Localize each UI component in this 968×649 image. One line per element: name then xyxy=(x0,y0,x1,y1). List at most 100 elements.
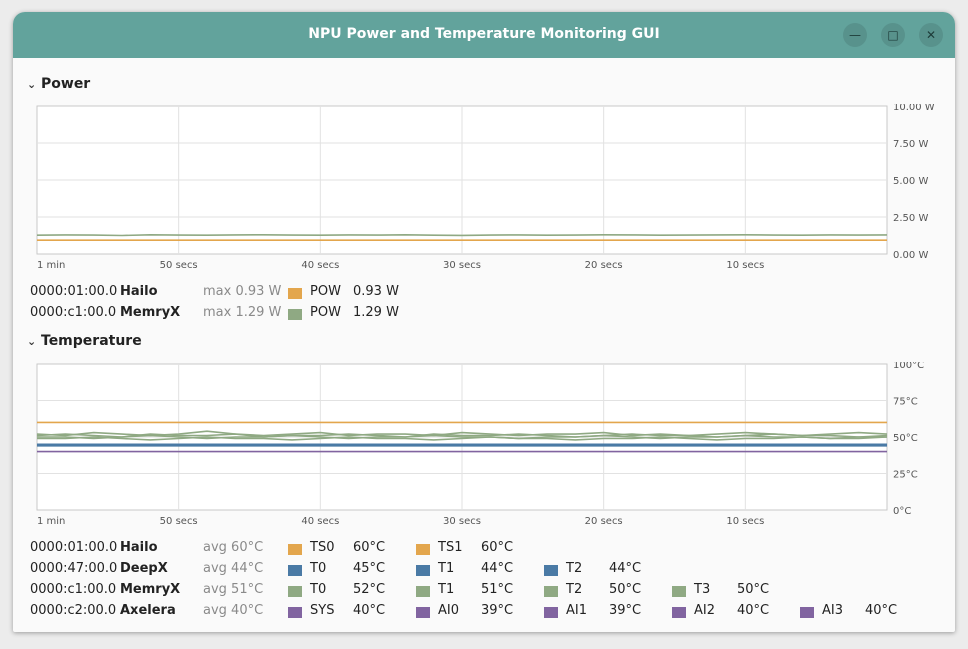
maximize-button[interactable]: □ xyxy=(881,23,905,47)
device-row: 0000:c2:00.0 Axelera avg 40°C SYS 40°C AI0 39°… xyxy=(30,603,930,623)
device-id: 0000:47:00.0 xyxy=(30,561,118,576)
temperature-y-tick-label: 25°C xyxy=(893,470,918,481)
power-x-tick-label: 40 secs xyxy=(301,260,339,271)
sensor-label: T1 xyxy=(438,582,455,597)
device-summary: avg 51°C xyxy=(203,582,264,597)
device-row: 0000:c1:00.0 MemryX avg 51°C T0 52°C T1 51°C T2… xyxy=(30,582,930,602)
sensor-label: TS1 xyxy=(438,540,463,555)
power-series-line xyxy=(36,233,888,237)
sensor-value: 0.93 W xyxy=(353,284,399,299)
sensor-color-swatch xyxy=(416,607,430,618)
temperature-y-tick-label: 50°C xyxy=(893,433,918,444)
sensor-value: 51°C xyxy=(481,582,514,597)
sensor-label: T0 xyxy=(310,582,327,597)
temperature-x-tick-label: 10 secs xyxy=(726,516,764,527)
sensor-value: 52°C xyxy=(353,582,386,597)
chevron-down-icon: ⌄ xyxy=(27,335,37,348)
device-summary: max 1.29 W xyxy=(203,305,282,320)
sensor-label: T1 xyxy=(438,561,455,576)
device-name: MemryX xyxy=(120,582,181,597)
power-y-tick-label: 5.00 W xyxy=(893,176,928,187)
window-title: NPU Power and Temperature Monitoring GUI xyxy=(308,26,660,42)
sensor-value: 40°C xyxy=(353,603,386,618)
device-name: Hailo xyxy=(120,540,158,555)
sensor-color-swatch xyxy=(544,586,558,597)
device-summary: avg 44°C xyxy=(203,561,264,576)
power-x-tick-label: 1 min xyxy=(37,260,65,271)
sensor-color-swatch xyxy=(416,586,430,597)
temperature-x-tick-label: 40 secs xyxy=(301,516,339,527)
temperature-x-tick-label: 20 secs xyxy=(585,516,623,527)
power-y-tick-label: 0.00 W xyxy=(893,250,928,261)
sensor-label: AI1 xyxy=(566,603,587,618)
power-x-tick-label: 50 secs xyxy=(160,260,198,271)
sensor-value: 44°C xyxy=(481,561,514,576)
temperature-series-line xyxy=(37,436,888,441)
device-row: 0000:c1:00.0 MemryX max 1.29 W POW 1.29 W xyxy=(30,305,930,325)
sensor-color-swatch xyxy=(288,544,302,555)
sensor-label: AI2 xyxy=(694,603,715,618)
temperature-chart: 1 min 50 secs 40 secs 30 secs 20 secs 10 secs… xyxy=(36,362,924,527)
device-name: Axelera xyxy=(120,603,176,618)
power-y-tick-label: 2.50 W xyxy=(893,213,928,224)
temperature-y-tick-label: 100°C xyxy=(893,362,924,371)
sensor-value: 60°C xyxy=(353,540,386,555)
power-x-tick-label: 20 secs xyxy=(585,260,623,271)
sensor-label: T3 xyxy=(694,582,711,597)
sensor-value: 39°C xyxy=(609,603,642,618)
sensor-color-swatch xyxy=(416,565,430,576)
sensor-label: T2 xyxy=(566,582,583,597)
sensor-value: 50°C xyxy=(609,582,642,597)
sensor-color-swatch xyxy=(544,565,558,576)
sensor-label: T0 xyxy=(310,561,327,576)
minimize-icon: — xyxy=(849,28,861,42)
sensor-color-swatch xyxy=(288,565,302,576)
sensor-value: 1.29 W xyxy=(353,305,399,320)
sensor-color-swatch xyxy=(288,309,302,320)
sensor-label: T2 xyxy=(566,561,583,576)
sensor-label: POW xyxy=(310,284,341,299)
sensor-value: 60°C xyxy=(481,540,514,555)
device-name: DeepX xyxy=(120,561,168,576)
temperature-series-line xyxy=(37,434,887,440)
device-summary: max 0.93 W xyxy=(203,284,282,299)
sensor-color-swatch xyxy=(672,607,686,618)
chevron-down-icon: ⌄ xyxy=(27,78,37,91)
power-y-tick-label: 10.00 W xyxy=(893,104,935,113)
temperature-series-line xyxy=(36,430,888,437)
device-id: 0000:c2:00.0 xyxy=(30,603,117,618)
temperature-x-tick-label: 50 secs xyxy=(160,516,198,527)
sensor-value: 40°C xyxy=(737,603,770,618)
power-section-toggle[interactable]: ⌄ Power xyxy=(27,76,90,92)
sensor-value: 40°C xyxy=(865,603,898,618)
device-row: 0000:01:00.0 Hailo avg 60°C TS0 60°C TS1 60°C xyxy=(30,540,930,560)
app-window: NPU Power and Temperature Monitoring GUI… xyxy=(13,12,955,632)
temperature-section-toggle[interactable]: ⌄ Temperature xyxy=(27,333,142,349)
device-id: 0000:01:00.0 xyxy=(30,284,118,299)
close-button[interactable]: ✕ xyxy=(919,23,943,47)
device-summary: avg 60°C xyxy=(203,540,264,555)
sensor-value: 50°C xyxy=(737,582,770,597)
power-x-tick-label: 30 secs xyxy=(443,260,481,271)
maximize-icon: □ xyxy=(887,28,899,42)
sensor-label: SYS xyxy=(310,603,335,618)
titlebar[interactable]: NPU Power and Temperature Monitoring GUI… xyxy=(13,12,955,58)
sensor-value: 39°C xyxy=(481,603,514,618)
sensor-color-swatch xyxy=(672,586,686,597)
minimize-button[interactable]: — xyxy=(843,23,867,47)
device-id: 0000:c1:00.0 xyxy=(30,582,117,597)
sensor-label: AI0 xyxy=(438,603,459,618)
sensor-color-swatch xyxy=(288,607,302,618)
sensor-color-swatch xyxy=(416,544,430,555)
device-id: 0000:01:00.0 xyxy=(30,540,118,555)
device-id: 0000:c1:00.0 xyxy=(30,305,117,320)
sensor-color-swatch xyxy=(288,288,302,299)
power-y-tick-label: 7.50 W xyxy=(893,139,928,150)
temperature-y-tick-label: 0°C xyxy=(893,506,911,517)
power-chart: 1 min 50 secs 40 secs 30 secs 20 secs 10 secs… xyxy=(36,104,935,271)
device-row: 0000:47:00.0 DeepX avg 44°C T0 45°C T1 44°C T2 4… xyxy=(30,561,930,581)
power-section-title: Power xyxy=(41,76,91,92)
sensor-color-swatch xyxy=(800,607,814,618)
close-icon: ✕ xyxy=(925,28,937,42)
temperature-y-tick-label: 75°C xyxy=(893,397,918,408)
